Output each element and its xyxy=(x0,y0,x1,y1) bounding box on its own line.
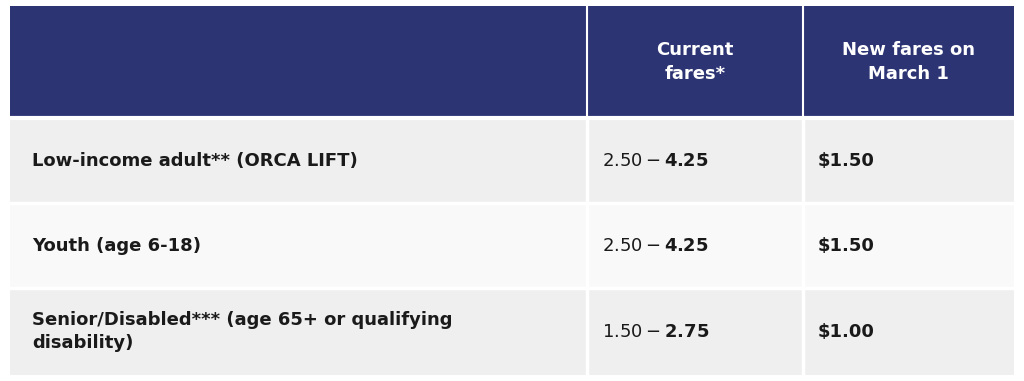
Bar xyxy=(588,288,803,375)
Bar xyxy=(588,118,803,203)
Text: $1.00: $1.00 xyxy=(818,323,874,341)
Text: $2.50-$4.25: $2.50-$4.25 xyxy=(602,152,709,170)
Bar xyxy=(803,6,1014,118)
Bar xyxy=(803,203,1014,288)
Bar xyxy=(10,203,588,288)
Text: $1.50: $1.50 xyxy=(818,152,874,170)
Text: New fares on
March 1: New fares on March 1 xyxy=(842,41,975,83)
Bar xyxy=(10,288,588,375)
Bar xyxy=(588,203,803,288)
Bar xyxy=(803,288,1014,375)
Bar xyxy=(588,6,803,118)
Text: Low-income adult** (ORCA LIFT): Low-income adult** (ORCA LIFT) xyxy=(33,152,358,170)
Text: Senior/Disabled*** (age 65+ or qualifying
disability): Senior/Disabled*** (age 65+ or qualifyin… xyxy=(33,311,453,352)
Text: $2.50-$4.25: $2.50-$4.25 xyxy=(602,237,709,255)
Text: $1.50: $1.50 xyxy=(818,237,874,255)
Bar xyxy=(10,118,588,203)
Text: Youth (age 6-18): Youth (age 6-18) xyxy=(33,237,202,255)
Text: Current
fares*: Current fares* xyxy=(656,41,734,83)
Bar xyxy=(10,6,588,118)
Text: $1.50-$2.75: $1.50-$2.75 xyxy=(602,323,710,341)
Bar xyxy=(803,118,1014,203)
